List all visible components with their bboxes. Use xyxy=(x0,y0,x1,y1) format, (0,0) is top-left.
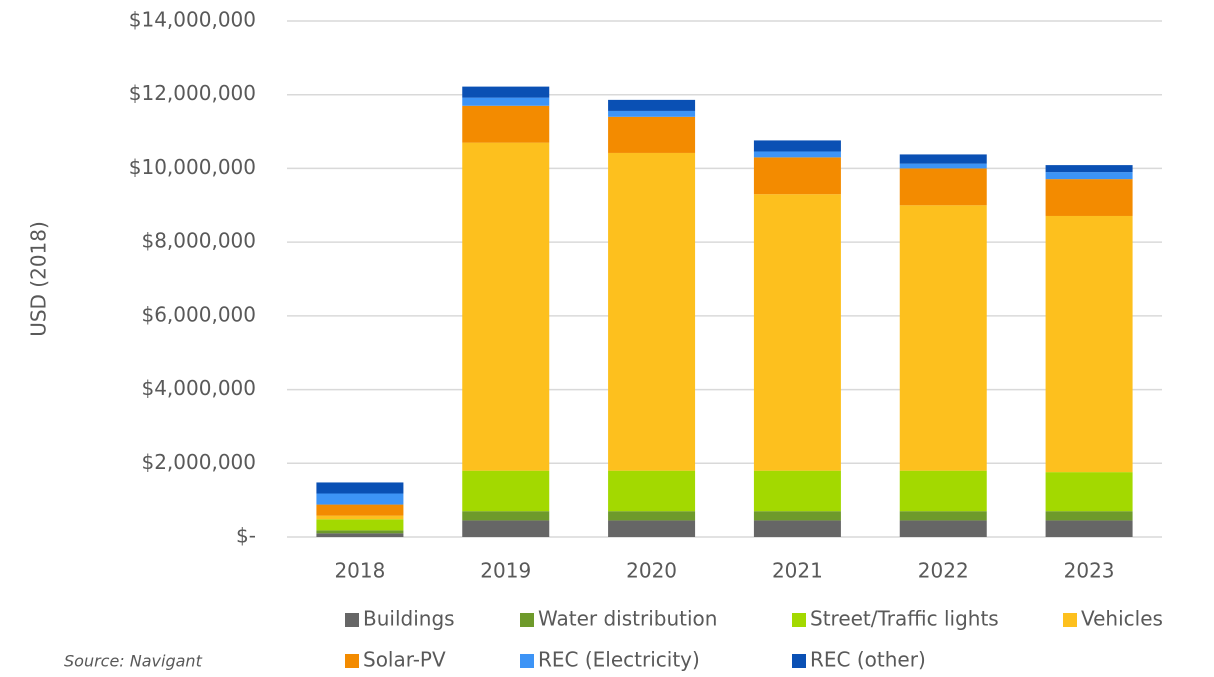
bar-segment xyxy=(1045,179,1133,216)
bar-segment xyxy=(1045,165,1133,173)
bar-segment xyxy=(899,168,987,206)
legend-label: Street/Traffic lights xyxy=(810,607,999,631)
bar-segment xyxy=(899,520,987,537)
y-tick-label: $10,000,000 xyxy=(129,155,256,179)
bar-segment xyxy=(316,519,404,531)
bar-segment xyxy=(1045,172,1133,180)
bar-segment xyxy=(753,151,841,158)
bar-segment xyxy=(316,533,404,537)
x-tick-label: 2022 xyxy=(918,559,969,583)
bar-segment xyxy=(462,105,550,143)
bar-segment xyxy=(1045,472,1133,512)
y-tick-label: $2,000,000 xyxy=(141,450,256,474)
source-note: Source: Navigant xyxy=(64,652,203,671)
bar-segment xyxy=(608,110,696,117)
bar-segment xyxy=(1045,215,1133,473)
bar-segment xyxy=(608,152,696,471)
legend-swatch xyxy=(792,654,806,668)
legend-label: Water distribution xyxy=(538,607,717,631)
bar-segment xyxy=(462,97,550,106)
legend-swatch xyxy=(1063,613,1077,627)
x-tick-label: 2021 xyxy=(772,559,823,583)
bar-segment xyxy=(608,99,696,111)
y-tick-label: $14,000,000 xyxy=(129,8,256,32)
bar-segment xyxy=(462,520,550,537)
legend-swatch xyxy=(792,613,806,627)
bar-segment xyxy=(753,140,841,152)
legend-swatch xyxy=(345,613,359,627)
x-tick-label: 2020 xyxy=(626,559,677,583)
bar-segment xyxy=(753,194,841,471)
bar-segment xyxy=(608,511,696,521)
legend-swatch xyxy=(345,654,359,668)
x-tick-label: 2018 xyxy=(334,559,385,583)
y-tick-label: $8,000,000 xyxy=(141,229,256,253)
bar-segment xyxy=(316,515,404,520)
bar-segment xyxy=(753,470,841,512)
bar-segment xyxy=(899,470,987,512)
y-axis-label: USD (2018) xyxy=(27,221,51,337)
bar-segment xyxy=(462,511,550,521)
bar-segment xyxy=(316,530,404,534)
bar-segment xyxy=(899,205,987,471)
x-tick-label: 2023 xyxy=(1064,559,1115,583)
legend-label: Vehicles xyxy=(1081,607,1163,631)
legend-label: Solar-PV xyxy=(363,648,446,672)
bar-segment xyxy=(1045,520,1133,537)
bar-segment xyxy=(753,511,841,521)
legend-swatch xyxy=(520,613,534,627)
legend-swatch xyxy=(520,654,534,668)
bar-segment xyxy=(608,470,696,512)
bar-segment xyxy=(462,86,550,98)
y-tick-label: $4,000,000 xyxy=(141,376,256,400)
bar-segment xyxy=(316,482,404,494)
bar-segment xyxy=(753,520,841,537)
bar-segment xyxy=(316,504,404,516)
bar-segment xyxy=(608,520,696,537)
y-tick-label: $- xyxy=(236,524,256,548)
y-tick-label: $12,000,000 xyxy=(129,81,256,105)
bar-segment xyxy=(899,511,987,521)
bar-segment xyxy=(608,116,696,153)
x-tick-label: 2019 xyxy=(480,559,531,583)
bar-segment xyxy=(753,157,841,195)
bar-segment xyxy=(899,163,987,169)
legend-label: Buildings xyxy=(363,607,455,631)
legend-label: REC (other) xyxy=(810,648,926,672)
bar-segment xyxy=(1045,511,1133,521)
y-tick-label: $6,000,000 xyxy=(141,302,256,326)
bar-segment xyxy=(316,493,404,505)
bar-segment xyxy=(462,142,550,471)
bar-segment xyxy=(462,470,550,512)
legend-label: REC (Electricity) xyxy=(538,648,700,672)
bar-segment xyxy=(899,154,987,164)
